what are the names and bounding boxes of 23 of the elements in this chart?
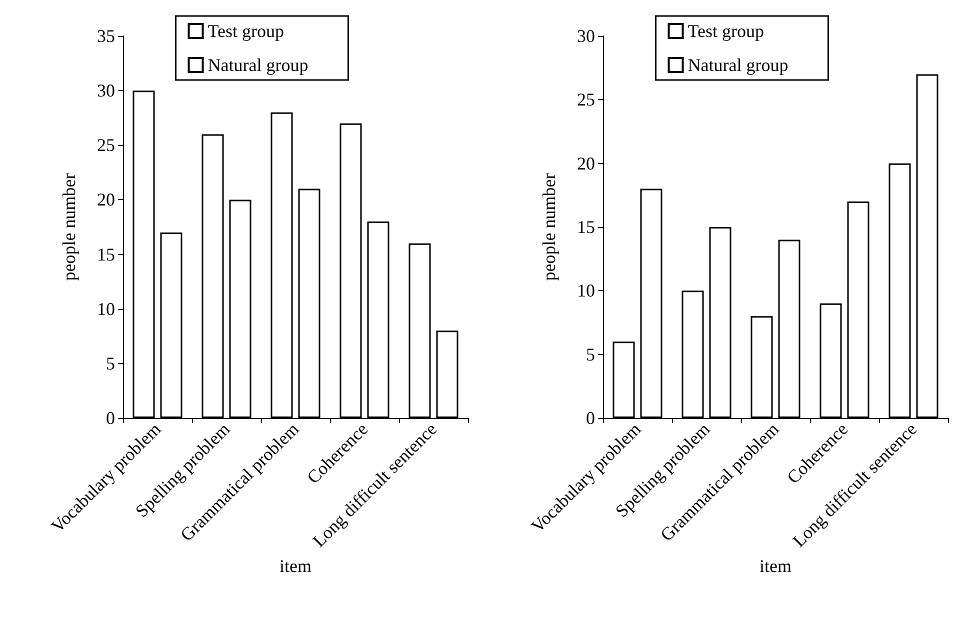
y-tick-label: 15 — [97, 244, 115, 264]
y-tick-label: 15 — [577, 217, 595, 237]
y-tick-label: 10 — [577, 280, 595, 301]
legend-label: Natural group — [208, 55, 308, 75]
legend-label: Test group — [208, 21, 284, 41]
x-axis-title: item — [760, 556, 792, 576]
legend-label: Test group — [688, 21, 764, 41]
y-tick-label: 5 — [586, 344, 595, 364]
y-tick-label: 25 — [577, 90, 595, 110]
y-tick-label: 35 — [97, 26, 115, 46]
y-tick-label: 20 — [97, 190, 115, 210]
y-axis-title: people number — [59, 173, 79, 281]
y-tick-label: 30 — [577, 26, 595, 46]
y-tick-label: 25 — [97, 135, 115, 156]
y-tick-label: 10 — [97, 298, 115, 319]
y-tick-label: 0 — [106, 408, 115, 428]
x-axis-title: item — [280, 556, 312, 576]
legend-label: Natural group — [688, 55, 788, 75]
y-tick-label: 5 — [106, 353, 115, 374]
y-tick-label: 30 — [97, 80, 115, 101]
y-tick-label: 20 — [577, 153, 595, 174]
y-axis-title: people number — [539, 173, 559, 281]
y-tick-label: 0 — [586, 408, 595, 428]
